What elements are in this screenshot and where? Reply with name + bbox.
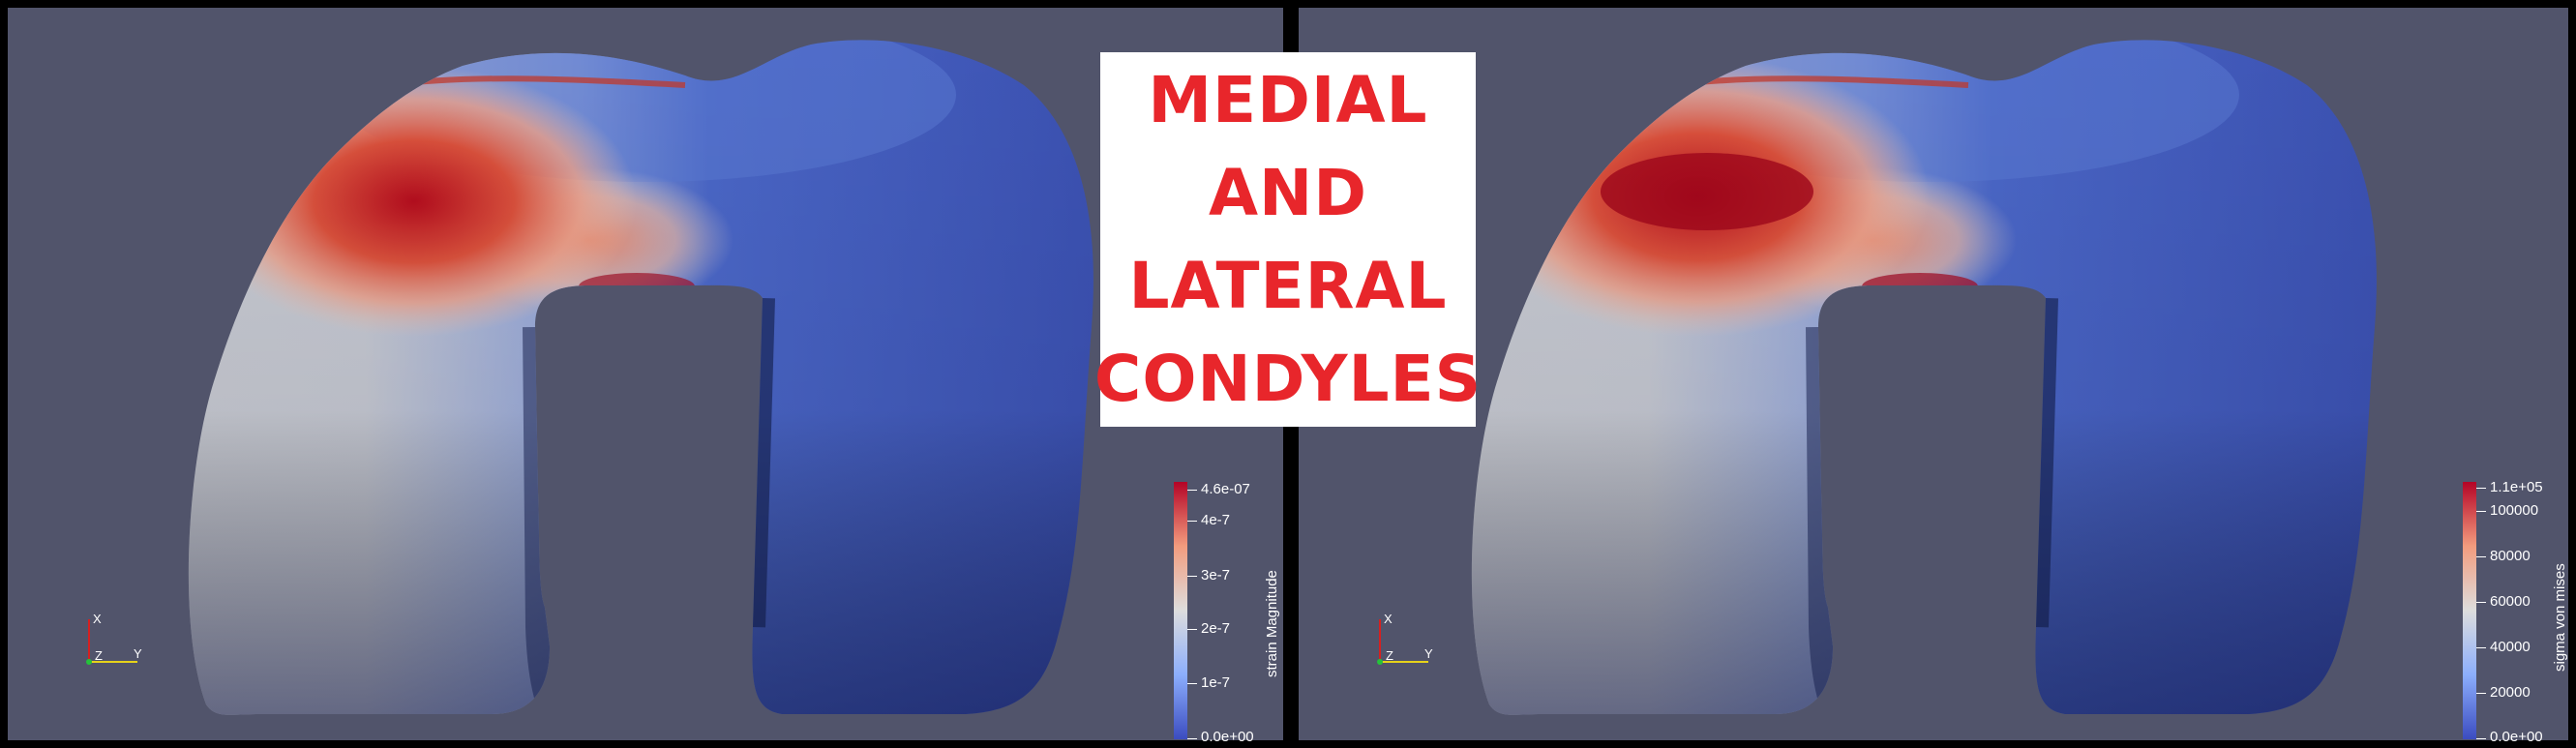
- colorbar-tick-label: 40000: [2490, 639, 2531, 655]
- axis-z-label: Z: [1386, 648, 1393, 663]
- title-box: MEDIAL AND LATERAL CONDYLES: [1094, 52, 1481, 427]
- orientation-axes: X Y Z: [74, 600, 151, 668]
- colorbar-tick-label: 3e-7: [1201, 567, 1231, 583]
- colorbar-left: [1174, 482, 1187, 739]
- axis-x-label: X: [93, 612, 102, 626]
- axis-x-label: X: [1384, 612, 1393, 626]
- title-line-2: AND: [1208, 155, 1368, 230]
- axis-y-label: Y: [134, 646, 142, 661]
- colorbar-title: sigma von mises: [2552, 563, 2568, 672]
- colorbar-tick-label: 2e-7: [1201, 620, 1231, 637]
- right-render-viewport[interactable]: X Y Z: [1299, 8, 2568, 740]
- colorbar-tick-label: 20000: [2490, 684, 2531, 701]
- colorbar-min-label: 0.0e+00: [2490, 729, 2543, 745]
- orientation-axes: X Y Z: [1364, 600, 1442, 668]
- axis-y-label: Y: [1424, 646, 1433, 661]
- colorbar-tick-label: 80000: [2490, 548, 2531, 564]
- left-render-viewport[interactable]: X Y Z: [8, 8, 1283, 740]
- femur-stress-surface: [1471, 40, 2377, 715]
- femur-strain-surface: [188, 40, 1093, 715]
- title-line-1: MEDIAL: [1148, 62, 1428, 137]
- colorbar-tick-label: 60000: [2490, 593, 2531, 610]
- colorbar-max-label: 1.1e+05: [2490, 479, 2543, 495]
- title-line-4: CONDYLES: [1093, 341, 1483, 416]
- colorbar-min-label: 0.0e+00: [1201, 729, 1254, 745]
- colorbar-title: strain Magnitude: [1264, 570, 1280, 677]
- colorbar-tick-label: 4e-7: [1201, 512, 1231, 528]
- colorbar-right: [2463, 482, 2476, 739]
- colorbar-tick-label: 100000: [2490, 502, 2539, 519]
- axis-z-label: Z: [95, 648, 103, 663]
- colorbar-tick-label: 1e-7: [1201, 674, 1231, 691]
- colorbar-max-label: 4.6e-07: [1201, 481, 1250, 497]
- title-line-3: LATERAL: [1128, 248, 1448, 323]
